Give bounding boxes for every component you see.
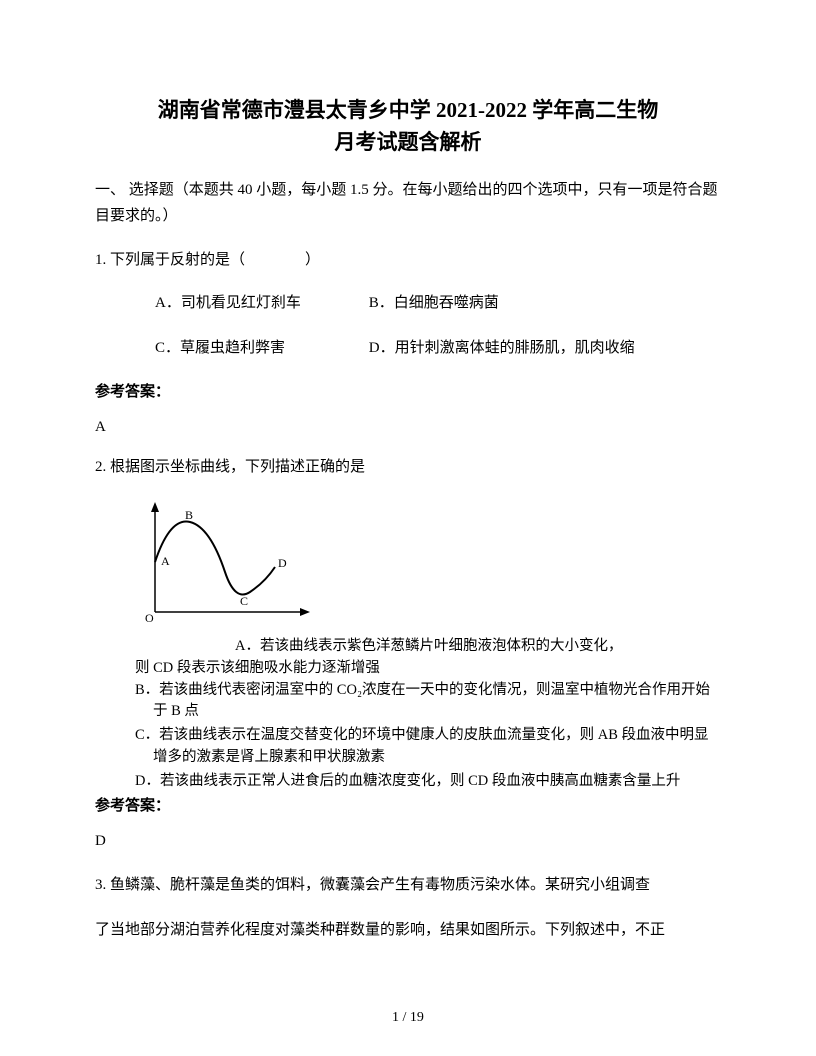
q2-optA: A．若该曲线表示紫色洋葱鳞片叶细胞液泡体积的大小变化， 则 CD 段表示该细胞吸… xyxy=(135,636,721,680)
label-A: A xyxy=(161,554,170,568)
label-B: B xyxy=(185,508,193,522)
q1-optC: C．草履虫趋利弊害 xyxy=(155,335,365,362)
title-line1: 湖南省常德市澧县太青乡中学 2021-2022 学年高二生物 xyxy=(95,95,721,127)
q3-line1: 3. 鱼鳞藻、脆杆藻是鱼类的饵料，微囊藻会产生有毒物质污染水体。某研究小组调查 xyxy=(95,868,721,903)
q1-optB: B．白细胞吞噬病菌 xyxy=(369,290,499,317)
q2-answer-label: 参考答案： xyxy=(95,794,721,815)
label-C: C xyxy=(240,594,248,608)
q2-options: A．若该曲线表示紫色洋葱鳞片叶细胞液泡体积的大小变化， 则 CD 段表示该细胞吸… xyxy=(95,636,721,792)
section-header: 一、 选择题（本题共 40 小题，每小题 1.5 分。在每小题给出的四个选项中，… xyxy=(95,178,721,229)
page-title: 湖南省常德市澧县太青乡中学 2021-2022 学年高二生物 月考试题含解析 xyxy=(95,95,721,158)
label-O: O xyxy=(145,611,154,625)
q2-chart: A B C D O xyxy=(95,497,721,632)
q2-text: 2. 根据图示坐标曲线，下列描述正确的是 xyxy=(95,454,721,481)
q1-answer: A xyxy=(95,419,721,436)
q2-optB: B．若该曲线代表密闭温室中的 CO₂浓度在一天中的变化情况，则温室中植物光合作用… xyxy=(135,680,721,724)
page-number: 1 / 19 xyxy=(0,1010,816,1026)
label-D: D xyxy=(278,556,287,570)
q1-optA: A．司机看见红灯刹车 xyxy=(155,290,365,317)
x-axis-arrow xyxy=(300,608,310,616)
q1-optD: D．用针刺激离体蛙的腓肠肌，肌肉收缩 xyxy=(369,335,635,362)
title-line2: 月考试题含解析 xyxy=(95,127,721,159)
q3-line2: 了当地部分湖泊营养化程度对藻类种群数量的影响，结果如图所示。下列叙述中，不正 xyxy=(95,913,721,948)
q1-options-row1: A．司机看见红灯刹车 B．白细胞吞噬病菌 xyxy=(95,290,721,317)
q2-answer: D xyxy=(95,833,721,850)
q1-text: 1. 下列属于反射的是（ ） xyxy=(95,247,721,274)
q2-optD: D．若该曲线表示正常人进食后的血糖浓度变化，则 CD 段血液中胰高血糖素含量上升 xyxy=(135,771,721,793)
y-axis-arrow xyxy=(151,502,159,512)
curve-chart: A B C D O xyxy=(135,497,315,627)
curve-path xyxy=(155,522,275,595)
q1-answer-label: 参考答案： xyxy=(95,380,721,401)
q1-options-row2: C．草履虫趋利弊害 D．用针刺激离体蛙的腓肠肌，肌肉收缩 xyxy=(95,335,721,362)
q2-optC: C．若该曲线表示在温度交替变化的环境中健康人的皮肤血流量变化，则 AB 段血液中… xyxy=(135,725,721,769)
